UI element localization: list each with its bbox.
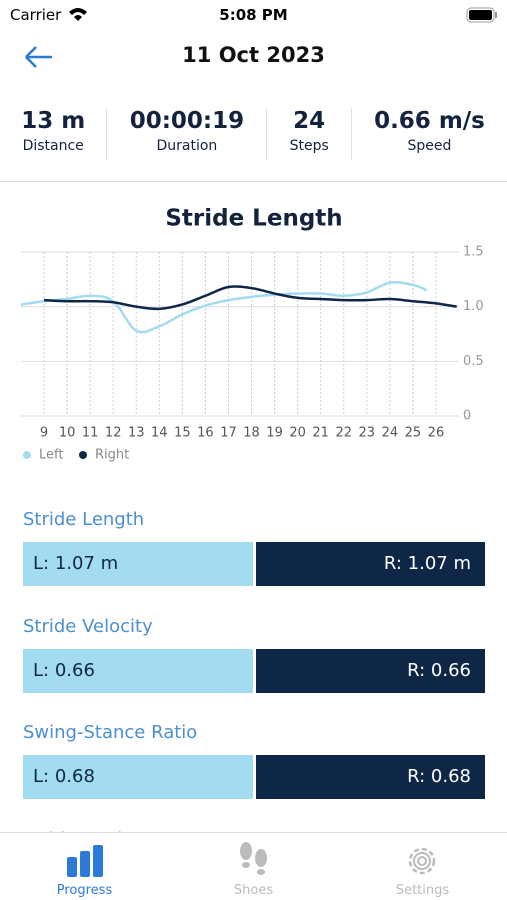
left-value-bar: L: 0.66 [23, 648, 253, 693]
stat-separator [106, 108, 108, 160]
legend-label: Right [95, 448, 129, 463]
settings-icon [408, 847, 436, 875]
metric-title: Stride Velocity [23, 615, 153, 637]
stat: 00:00:19 Duration [107, 108, 266, 164]
right-value-bar: R: 1.07 m [256, 542, 485, 586]
divider [0, 181, 507, 182]
tab-bar: Progress Shoes Settings [0, 832, 507, 900]
y-tick-label: 1.0 [463, 299, 484, 314]
stat-separator [266, 108, 268, 160]
legend-marker [23, 451, 31, 459]
battery-icon [466, 7, 497, 23]
x-tick-label: 11 [82, 426, 99, 441]
carrier: Carrier [10, 6, 62, 24]
x-tick-label: 9 [40, 426, 48, 441]
x-tick-label: 10 [59, 426, 76, 441]
x-tick-label: 23 [359, 426, 376, 441]
y-tick-label: 1.5 [463, 245, 484, 260]
chart-title: Stride Length [165, 206, 342, 232]
stat-value: 0.66 m/s [374, 108, 485, 134]
right-value-bar: R: 0.66 [256, 648, 485, 693]
stat-label: Steps [289, 138, 329, 154]
x-tick-label: 19 [266, 426, 283, 441]
line-series [43, 285, 457, 311]
stats-row: 13 m Distance 00:00:19 Duration 24 Steps 0.66 … [0, 108, 507, 164]
stat: 0.66 m/s Speed [352, 108, 507, 164]
x-tick-label: 24 [382, 426, 399, 441]
y-tick-label: 0.5 [463, 354, 484, 369]
chart: Stride Length 0 0.5 1.0 1.5 9 10 11 12 13 14 15 16 1… [20, 206, 484, 463]
x-tick-label: 22 [335, 426, 352, 441]
x-tick-label: 18 [243, 426, 260, 441]
stat: 13 m Distance [0, 108, 106, 164]
stat-label: Duration [156, 138, 218, 154]
x-tick-label: 16 [197, 426, 214, 441]
stat: 24 Steps [267, 108, 351, 164]
x-tick-label: 15 [174, 426, 191, 441]
y-tick-label: 0 [463, 409, 471, 424]
right-value-bar: R: 0.68 [256, 755, 485, 799]
shoes-icon [240, 842, 267, 875]
legend-label: Left [39, 448, 63, 463]
stat-label: Distance [22, 138, 84, 154]
x-tick-label: 25 [405, 426, 422, 441]
back-button[interactable] [24, 45, 54, 69]
x-tick-label: 21 [312, 426, 329, 441]
x-tick-label: 12 [105, 426, 122, 441]
stat-value: 24 [293, 108, 326, 134]
progress-icon [67, 845, 103, 877]
tab-label[interactable]: Settings [395, 883, 450, 898]
stat-value: 00:00:19 [129, 108, 245, 134]
status-bar: Carrier 5:08 PM [0, 0, 507, 30]
tab-label[interactable]: Shoes [233, 883, 274, 898]
tab-label[interactable]: Progress [56, 883, 113, 898]
wifi-icon [69, 8, 87, 21]
stat-separator [350, 108, 352, 160]
metric-title: Stride Length [23, 509, 145, 530]
left-value-bar: L: 1.07 m [23, 542, 253, 586]
left-value-bar: L: 0.68 [23, 755, 253, 799]
metric-title: Swing-Stance Ratio [23, 722, 198, 743]
stat-label: Speed [407, 138, 452, 154]
x-tick-label: 14 [151, 426, 168, 441]
line-series [20, 280, 428, 334]
header-title: 11 Oct 2023 [182, 43, 325, 67]
legend-marker [79, 451, 87, 459]
x-tick-label: 20 [289, 426, 306, 441]
x-tick-label: 17 [220, 426, 237, 441]
x-tick-label: 13 [128, 426, 145, 441]
stat-value: 13 m [21, 108, 86, 134]
clock: 5:08 PM [219, 6, 288, 24]
x-tick-label: 26 [428, 426, 445, 441]
